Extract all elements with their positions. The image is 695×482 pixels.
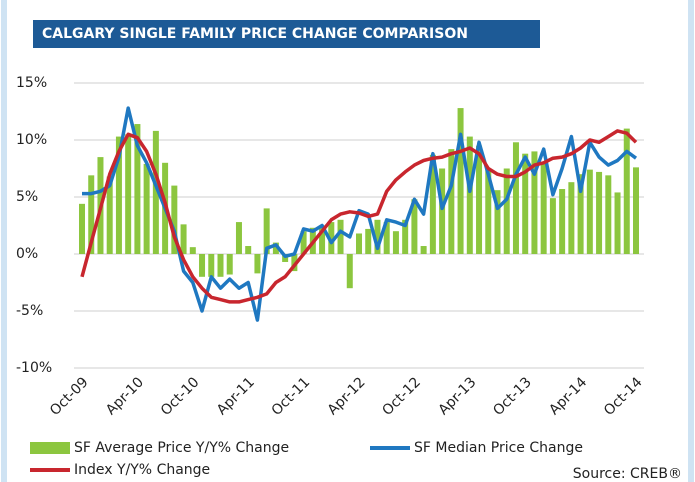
bar — [503, 168, 510, 254]
bar — [559, 189, 566, 254]
legend-label: Index Y/Y% Change — [74, 462, 210, 478]
bar — [485, 168, 492, 254]
bar — [291, 254, 298, 272]
bar — [531, 151, 538, 254]
bar — [512, 142, 519, 254]
bar — [605, 175, 612, 254]
frame-right — [688, 0, 694, 482]
x-tick-label: Oct-12 — [379, 374, 424, 419]
bar — [300, 231, 307, 254]
y-tick-label: 15% — [16, 75, 47, 91]
x-tick-label: Apr-13 — [435, 374, 479, 418]
legend-label: SF Median Price Change — [414, 440, 583, 456]
bar — [134, 124, 141, 254]
bar — [272, 242, 279, 254]
bar — [374, 219, 381, 254]
bar — [383, 222, 390, 254]
x-tick-label: Apr-10 — [103, 374, 147, 418]
bar — [420, 246, 427, 254]
bar — [337, 219, 344, 254]
bar — [328, 222, 335, 254]
bar — [623, 128, 630, 254]
bar — [411, 199, 418, 254]
bar — [115, 136, 122, 254]
bar — [346, 254, 353, 289]
bar — [448, 149, 455, 254]
bar — [208, 254, 215, 277]
bar — [319, 225, 326, 254]
bar — [466, 136, 473, 254]
bar — [586, 169, 593, 254]
bar — [392, 231, 399, 254]
bar — [457, 108, 464, 254]
chart-title: CALGARY SINGLE FAMILY PRICE CHANGE COMPA… — [42, 26, 468, 42]
bar — [540, 163, 547, 254]
bar — [522, 153, 529, 254]
bar — [226, 254, 233, 275]
bar — [568, 182, 575, 254]
title-banner — [33, 20, 540, 48]
frame-left — [1, 0, 7, 482]
x-tick-label: Apr-11 — [214, 374, 258, 418]
legend-swatch — [30, 442, 70, 454]
source: Source: CREB® — [573, 466, 682, 482]
bar — [106, 176, 113, 254]
bar — [235, 222, 242, 254]
bar — [402, 219, 409, 254]
x-tick-label: Apr-12 — [325, 374, 369, 418]
bar — [633, 167, 639, 254]
bar — [88, 175, 95, 254]
y-tick-label: -5% — [16, 303, 43, 319]
bar — [614, 192, 621, 254]
bar — [125, 134, 132, 254]
bar — [143, 163, 150, 254]
bar — [549, 198, 556, 254]
x-tick-label: Oct-13 — [490, 374, 535, 419]
bar — [171, 185, 178, 254]
y-tick-label: 0% — [16, 246, 38, 262]
bar — [476, 145, 483, 254]
y-tick-label: -10% — [16, 360, 52, 376]
bar — [429, 154, 436, 254]
bar — [152, 130, 159, 254]
bar — [189, 247, 196, 254]
bar — [79, 203, 85, 254]
bar — [577, 174, 584, 254]
y-tick-label: 5% — [16, 189, 38, 205]
x-tick-label: Oct-09 — [47, 374, 92, 419]
x-tick-label: Apr-14 — [546, 374, 590, 418]
legend-label: SF Average Price Y/Y% Change — [74, 440, 289, 456]
bar — [199, 254, 206, 277]
bar — [180, 224, 187, 254]
bar — [254, 254, 261, 274]
bar — [365, 228, 372, 254]
bar — [245, 246, 252, 254]
line — [80, 129, 638, 304]
y-tick-label: 10% — [16, 132, 47, 148]
bar — [439, 168, 446, 254]
x-tick-label: Oct-10 — [158, 374, 203, 419]
bar — [494, 190, 501, 254]
x-tick-label: Oct-14 — [601, 374, 646, 419]
bar — [217, 254, 224, 277]
bar — [263, 208, 270, 254]
bar — [356, 233, 362, 254]
bar — [596, 171, 603, 254]
x-tick-label: Oct-11 — [269, 374, 314, 419]
